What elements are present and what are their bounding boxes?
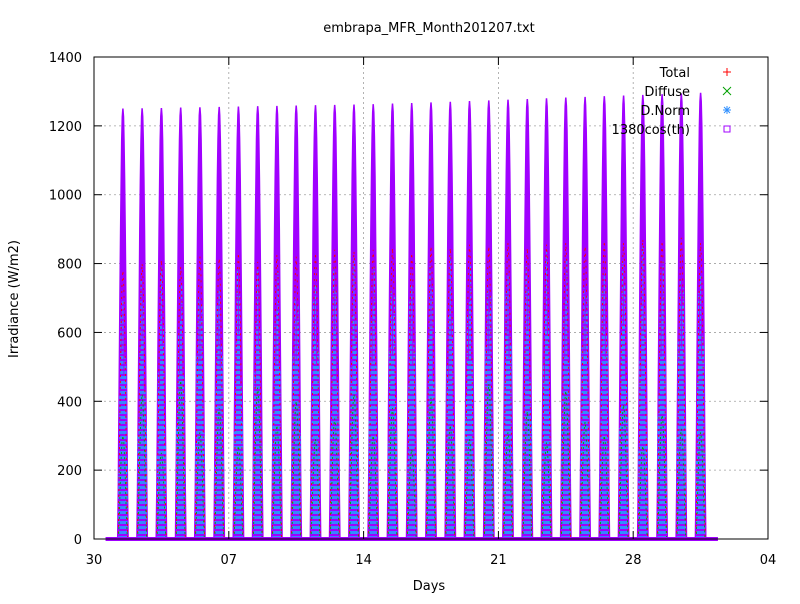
diffuse-trace — [541, 442, 552, 540]
cos-band — [232, 106, 245, 540]
legend-label: D.Norm — [640, 104, 690, 119]
diffuse-trace — [329, 418, 340, 540]
diffuse-trace — [252, 387, 263, 540]
diffuse-trace — [387, 408, 398, 540]
total-trace — [676, 237, 687, 540]
total-trace — [464, 244, 475, 540]
axis-layer: 0 200 400 600 800 1000 1200 1400 30 07 14 21 28 04 — [49, 51, 776, 568]
legend: Total Diffuse D.Norm 1380cos(th) — [612, 66, 732, 138]
diffuse-trace — [426, 397, 436, 540]
diffuse-trace — [695, 432, 706, 540]
x-tick-label: 28 — [625, 553, 642, 568]
total-trace — [252, 261, 263, 540]
cos-band — [482, 100, 495, 540]
y-tick-label: 600 — [57, 326, 82, 341]
diffuse-trace — [310, 439, 321, 540]
y-tick-label: 1400 — [49, 51, 82, 66]
diffuse-trace — [657, 415, 667, 540]
legend-marker — [723, 106, 731, 114]
diffuse-trace — [137, 394, 148, 540]
diffuse-trace — [406, 449, 417, 540]
total-trace — [329, 249, 340, 540]
legend-label: 1380cos(th) — [612, 123, 690, 138]
y-tick-label: 1000 — [49, 189, 82, 204]
total-trace — [348, 251, 360, 540]
plot-frame — [93, 56, 769, 540]
total-trace — [137, 263, 148, 540]
diffuse-trace — [580, 421, 590, 540]
diffuse-trace — [483, 384, 494, 540]
total-trace — [425, 246, 437, 540]
diffuse-trace — [676, 428, 687, 540]
x-tick-label: 30 — [86, 553, 103, 568]
total-trace — [368, 249, 379, 540]
total-trace — [194, 256, 206, 540]
x-tick-label: 07 — [221, 553, 238, 568]
cos-band — [444, 101, 457, 540]
legend-label: Total — [659, 66, 690, 81]
y-tick-label: 1200 — [49, 120, 82, 135]
y-tick-label: 0 — [74, 533, 82, 548]
diffuse-trace — [522, 411, 533, 540]
total-trace — [579, 246, 591, 540]
total-trace — [310, 253, 321, 540]
total-trace — [233, 253, 244, 540]
y-tick-label: 800 — [57, 258, 82, 273]
diffuse-trace — [195, 432, 205, 540]
y-tick-label: 200 — [57, 464, 82, 479]
diffuse-trace — [503, 432, 513, 540]
diffuse-trace — [464, 439, 475, 540]
cos-band — [386, 103, 399, 540]
legend-label: Diffuse — [644, 85, 690, 100]
diffuse-trace — [156, 452, 167, 540]
legend-marker — [723, 125, 731, 133]
y-tick-label: 400 — [57, 395, 82, 410]
x-tick-label: 21 — [490, 553, 507, 568]
total-trace — [483, 246, 494, 540]
x-tick-label: 14 — [355, 553, 372, 568]
cos-band — [328, 104, 341, 540]
cos-band — [463, 101, 476, 540]
legend-marker — [722, 86, 732, 96]
y-axis-label: Irradiance (W/m2) — [7, 240, 22, 358]
cos-band — [290, 105, 303, 540]
diffuse-trace — [618, 404, 629, 540]
legend-marker — [723, 68, 731, 76]
diffuse-trace — [214, 408, 225, 540]
cos-band — [502, 99, 514, 540]
total-trace — [541, 244, 552, 540]
chart-title: embrapa_MFR_Month201207.txt — [323, 21, 535, 36]
total-trace — [175, 266, 186, 540]
total-trace — [406, 253, 417, 540]
x-tick-label: 04 — [760, 553, 777, 568]
diffuse-trace — [349, 394, 359, 540]
data-layer — [105, 92, 718, 541]
diffuse-trace — [175, 380, 186, 540]
cos-band — [425, 102, 437, 540]
x-axis-label: Days — [413, 579, 446, 594]
total-trace — [291, 256, 302, 540]
